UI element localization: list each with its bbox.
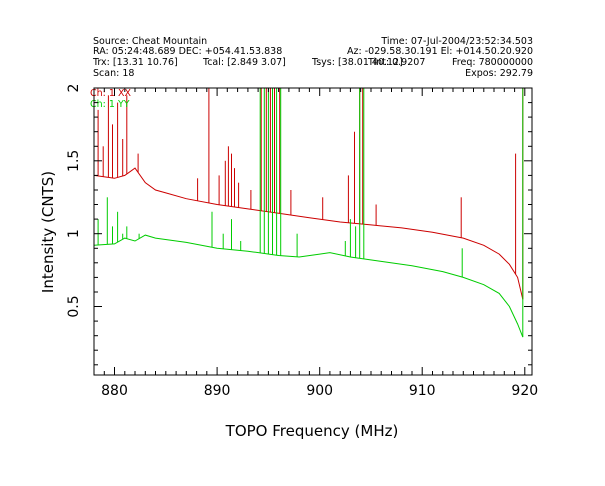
header-ra-dec: RA: 05:24:48.689 DEC: +054.41.53.838 <box>93 46 282 57</box>
legend-yy: Ch: 1 YY <box>90 99 130 110</box>
y-axis-title: Intensity (CNTS) <box>39 171 57 293</box>
y-tick-label: 2 <box>66 84 82 93</box>
x-tick-label: 910 <box>409 383 436 399</box>
series-yy <box>94 88 524 338</box>
legend: Ch: 1 XX Ch: 1 YY <box>90 88 131 110</box>
header-scan: Scan: 18 <box>93 68 134 79</box>
header-tcal: Tcal: [2.849 3.07] <box>202 57 286 68</box>
plot-frame <box>93 87 533 376</box>
y-tick-label: 0.5 <box>66 295 82 317</box>
header-trx: Trx: [13.31 10.76] <box>92 57 178 68</box>
series-layer <box>94 88 524 338</box>
x-tick-label: 900 <box>306 383 333 399</box>
x-axis-title: TOPO Frequency (MHz) <box>225 422 399 440</box>
header-time: Time: 07-Jul-2004/23:52:34.503 <box>380 36 533 47</box>
header-expos: Expos: 292.79 <box>465 68 533 79</box>
header-tsys: Tsys: [38.01 40.12] <box>311 57 403 68</box>
y-tick-label: 1 <box>66 229 82 238</box>
legend-xx: Ch: 1 XX <box>90 88 131 99</box>
tick-layer: 880 890 900 910 920 0.5 1 1.5 2 <box>66 84 538 399</box>
series-line <box>94 234 524 338</box>
header-tint: Tint: 0.9207 <box>367 57 425 68</box>
y-tick-label: 1.5 <box>66 150 82 172</box>
header-source: Source: Cheat Mountain <box>93 36 207 47</box>
series-line <box>94 167 524 300</box>
header-block: Source: Cheat Mountain Time: 07-Jul-2004… <box>92 36 533 79</box>
header-freq: Freq: 780000000 <box>452 57 533 68</box>
x-tick-label: 880 <box>101 383 128 399</box>
x-tick-label: 890 <box>204 383 231 399</box>
series-xx <box>94 88 524 300</box>
x-tick-label: 920 <box>511 383 538 399</box>
header-az-el: Az: -029.58.30.191 El: +014.50.20.920 <box>347 46 533 57</box>
